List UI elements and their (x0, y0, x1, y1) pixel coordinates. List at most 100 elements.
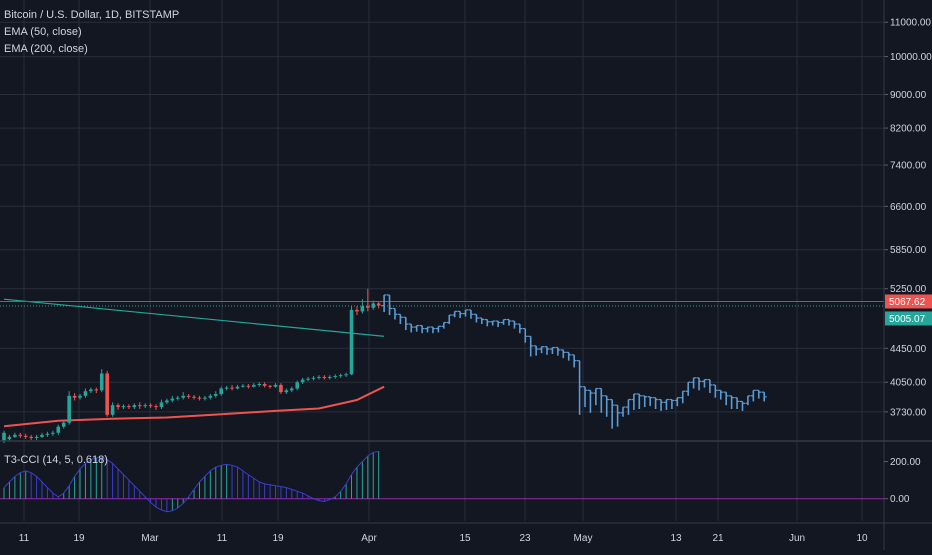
x-tick-label: Apr (361, 533, 377, 544)
y-tick-label: 5850.00 (890, 245, 927, 256)
projection-bars (381, 294, 767, 429)
symbol-legend[interactable]: Bitcoin / U.S. Dollar, 1D, BITSTAMP (4, 9, 180, 21)
candle-body (78, 395, 82, 398)
y-tick-label: 8200.00 (890, 124, 927, 135)
candle-body (306, 378, 310, 380)
candle-body (154, 406, 158, 408)
candle-body (376, 303, 381, 306)
x-tick-label: Jun (789, 533, 805, 544)
candle-body (89, 389, 93, 392)
candle-body (83, 391, 88, 396)
candle-body (132, 405, 137, 408)
ema200-line (3, 385, 385, 428)
candle-body (344, 374, 348, 376)
price-badge (885, 311, 932, 326)
candle-body (235, 386, 240, 389)
candle-body (105, 373, 109, 415)
candle-body (311, 377, 316, 379)
cci-y-tick-label: 0.00 (890, 494, 910, 505)
candle-body (328, 376, 332, 378)
candle-body (72, 395, 77, 398)
candle-body (268, 385, 272, 387)
candle-body (116, 405, 120, 408)
candle-body (181, 395, 185, 398)
x-tick-label: 11 (19, 533, 30, 544)
price-badge-label: 5067.62 (889, 297, 926, 308)
candle-body (295, 382, 300, 389)
candle-body (110, 405, 115, 415)
y-tick-label: 6600.00 (890, 202, 927, 213)
x-tick-label: 19 (272, 533, 284, 544)
y-tick-label: 10000.00 (890, 52, 932, 63)
candle-body (137, 405, 142, 407)
candle-body (56, 426, 61, 433)
ema50-path (3, 298, 385, 337)
candle-body (94, 389, 99, 391)
candle-body (262, 384, 267, 386)
y-tick-label: 4450.00 (890, 344, 927, 355)
candle-body (7, 436, 12, 439)
y-tick-label: 11000.00 (890, 18, 931, 29)
y-tick-label: 9000.00 (890, 90, 927, 101)
candle-body (127, 406, 131, 408)
candle-body (208, 395, 213, 398)
x-tick-label: 13 (670, 533, 682, 544)
price-badge (885, 294, 932, 309)
ema200-legend[interactable]: EMA (200, close) (4, 43, 88, 55)
candle-body (230, 387, 234, 389)
candle-body (143, 405, 147, 407)
candle-body (289, 388, 294, 391)
candle-body (273, 384, 278, 387)
candle-body (51, 432, 55, 434)
candle-body (360, 306, 365, 312)
resistance-level (0, 300, 884, 307)
candle-body (29, 436, 33, 438)
x-tick-label: 10 (856, 533, 868, 544)
candle-body (148, 405, 153, 407)
candle-body (371, 303, 376, 308)
x-tick-label: 11 (217, 533, 228, 544)
candle-body (23, 435, 28, 437)
candle-body (197, 397, 202, 399)
candles (2, 288, 381, 444)
ema200-path (3, 385, 385, 428)
candle-body (349, 309, 354, 375)
candle-body (219, 388, 223, 394)
cci-histogram (0, 450, 884, 513)
y-tick-label: 3730.00 (890, 407, 927, 418)
candle-body (224, 387, 229, 389)
y-tick-label: 5250.00 (890, 284, 927, 295)
candle-body (45, 433, 50, 435)
candle-body (40, 434, 44, 437)
price-badge-label: 5005.07 (889, 314, 926, 325)
ema50-legend[interactable]: EMA (50, close) (4, 26, 82, 38)
candle-body (241, 385, 245, 387)
candle-body (257, 384, 262, 386)
candle-body (317, 376, 321, 378)
candle-body (165, 400, 169, 403)
candle-body (34, 436, 39, 438)
candle-body (213, 393, 218, 396)
candle-body (338, 375, 343, 377)
candle-body (300, 379, 305, 383)
x-tick-label: 21 (712, 533, 724, 544)
candle-body (279, 384, 283, 393)
candle-body (18, 434, 23, 436)
candle-body (366, 306, 370, 308)
candle-body (186, 395, 191, 397)
candle-body (203, 397, 207, 399)
candle-body (355, 309, 359, 312)
x-tick-label: 23 (519, 533, 531, 544)
cci-legend[interactable]: T3-CCI (14, 5, 0.618) (4, 454, 108, 466)
x-tick-label: Mar (141, 533, 159, 544)
x-tick-label: May (574, 533, 593, 544)
candle-body (192, 396, 196, 398)
candle-body (13, 434, 17, 437)
candle-body (246, 385, 251, 387)
x-tick-label: 19 (73, 533, 85, 544)
y-tick-label: 4050.00 (890, 378, 927, 389)
cci-line (3, 450, 379, 513)
